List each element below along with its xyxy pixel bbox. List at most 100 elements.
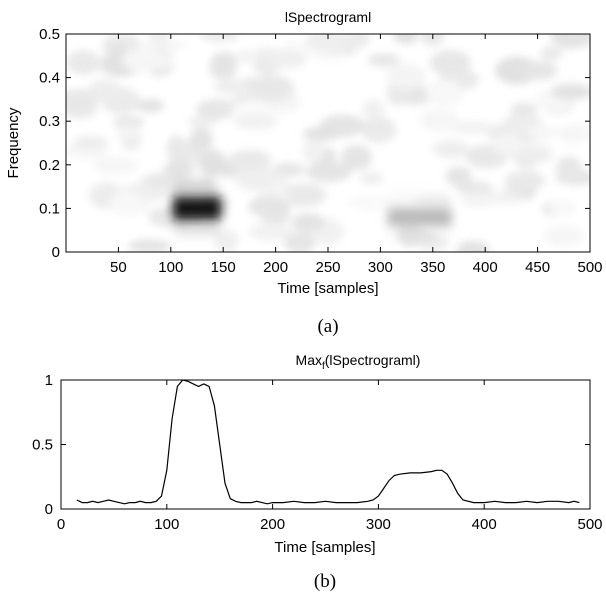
spectrogram-noise-blob	[360, 172, 383, 185]
spectrogram-noise-blob	[135, 98, 165, 113]
spectrogram-noise-blob	[456, 240, 490, 252]
spectrogram-noise-blob	[248, 222, 293, 241]
spectrogram-x-tick-label: 300	[368, 259, 393, 276]
spectrogram-x-label: Time [samples]	[277, 280, 378, 297]
max-title: Maxf(lSpectrograml)	[296, 352, 421, 372]
spectrogram-noise-blob	[393, 34, 419, 45]
spectrogram-noise-blob	[510, 102, 538, 116]
spectrogram-title: lSpectrograml	[285, 9, 371, 25]
spectrogram-noise-blob	[189, 128, 213, 151]
spectrogram-noise-blob	[340, 145, 372, 171]
spectrogram-noise-blob	[248, 195, 291, 217]
spectrogram-noise-blob	[234, 50, 260, 64]
spectrogram-noise-blob	[92, 156, 139, 175]
spectrogram-noise-blob	[419, 108, 460, 133]
spectrogram-y-tick-label: 0.5	[39, 26, 60, 43]
spectrogram-noise-blob	[87, 79, 123, 101]
max-y-tick-label: 0	[45, 501, 53, 518]
max-title-rest: (lSpectrograml)	[325, 352, 421, 368]
spectrogram-noise-blob	[555, 156, 583, 184]
spectrogram-x-tick-label: 500	[577, 259, 602, 276]
max-x-tick-label: 400	[472, 516, 497, 533]
spectrogram-x-tick-label: 200	[263, 259, 288, 276]
spectrogram-noise-blob	[550, 83, 590, 100]
spectrogram-noise-blob	[460, 193, 500, 208]
max-x-ticks: 0 100 200 300 400 500	[57, 380, 603, 533]
spectrogram-noise-blob	[117, 123, 139, 143]
spectrogram-noise-blob	[110, 191, 142, 217]
spectrogram-regions	[172, 181, 452, 243]
spectrogram-x-tick-label: 150	[211, 259, 236, 276]
spectrogram-x-tick-label: 50	[110, 259, 127, 276]
spectrogram-noise-blob	[494, 56, 539, 85]
max-series-line	[76, 379, 580, 505]
spectrogram-noise-blob	[198, 34, 240, 43]
spectrogram-noise-blob	[491, 133, 524, 155]
spectrogram-noise-blob	[213, 79, 250, 95]
spectrogram-noise-blob	[420, 34, 445, 46]
spectrogram-noise-blob	[540, 46, 563, 61]
spectrogram-region-halo-0	[174, 181, 220, 236]
spectrogram-x-tick-label: 100	[158, 259, 183, 276]
spectrogram-noise-blob	[305, 161, 352, 183]
spectrogram-noise-blob	[127, 239, 171, 252]
max-x-tick-label: 0	[57, 516, 65, 533]
spectrogram-region-halo-1	[389, 192, 450, 243]
max-axes-box	[60, 379, 591, 510]
spectrogram-noise-blob	[302, 138, 325, 163]
spectrogram-noise-blob	[137, 57, 177, 70]
spectrogram-noise-blob	[113, 116, 145, 129]
spectrogram-noise-blob	[347, 194, 393, 210]
spectrogram-noise-blob	[557, 123, 590, 144]
spectrogram-y-tick-label: 0.2	[39, 157, 60, 174]
spectrogram-noise-blob	[549, 199, 577, 217]
max-x-tick-label: 100	[154, 516, 179, 533]
max-y-tick-label: 0.5	[32, 437, 53, 454]
max-x-tick-label: 300	[366, 516, 391, 533]
spectrogram-noise-blob	[451, 120, 493, 135]
spectrogram-noise-blob	[504, 170, 546, 191]
spectrogram-x-tick-label: 350	[420, 259, 445, 276]
spectrogram-x-tick-label: 450	[525, 259, 550, 276]
spectrogram-x-tick-label: 250	[315, 259, 340, 276]
spectrogram-noise-blob	[233, 114, 278, 130]
spectrogram-noise-blob	[305, 34, 346, 52]
max-title-sub: f	[322, 361, 325, 372]
max-x-tick-label: 500	[577, 516, 602, 533]
spectrogram-noise-blob	[362, 99, 385, 119]
spectrogram-noise-blob	[291, 213, 326, 233]
max-x-label: Time [samples]	[274, 539, 375, 556]
spectrogram-noise-blob	[386, 63, 427, 90]
spectrogram-noise-blob	[234, 164, 276, 191]
spectrogram-noise-blob	[268, 49, 307, 69]
spectrogram-y-ticks: 0 0.1 0.2 0.3 0.4 0.5	[39, 26, 590, 261]
spectrogram-noise-blob	[227, 149, 272, 171]
spectrogram-noise-blob	[199, 149, 226, 177]
spectrogram-y-label: Frequency	[5, 107, 22, 178]
spectrogram-noise-blob	[214, 229, 239, 252]
max-title-main: Max	[296, 352, 322, 368]
spectrogram-noise-blob	[164, 159, 194, 179]
spectrogram-noise-blob	[72, 136, 109, 149]
caption-a: (a)	[317, 316, 338, 337]
max-x-tick-label: 200	[260, 516, 285, 533]
spectrogram-y-tick-label: 0.4	[39, 70, 60, 87]
spectrogram-noise-blob	[543, 224, 585, 248]
spectrogram-noise-blob	[525, 125, 559, 139]
spectrogram-y-tick-label: 0.3	[39, 113, 60, 130]
spectrogram-noise-blob	[432, 139, 470, 159]
spectrogram-noise-blob	[456, 181, 493, 196]
spectrogram-noise-blob	[272, 162, 305, 178]
spectrogram-noise-blob	[280, 183, 327, 207]
spectrogram-noise-blob	[522, 61, 558, 80]
spectrogram-noise-blob	[284, 231, 316, 252]
spectrogram-noise-blob	[208, 56, 238, 80]
max-spectrogram-chart: Maxf(lSpectrograml) 0 100 200 300 400 500 0 0.…	[32, 352, 602, 592]
spectrogram-noise-blob	[445, 166, 472, 186]
spectrogram-chart: lSpectrograml 50 100 150 200 250 300 350 400 450…	[5, 9, 603, 337]
spectrogram-image	[66, 34, 590, 252]
spectrogram-noise-blob	[248, 74, 295, 103]
spectrogram-noise-blob	[166, 135, 188, 163]
spectrogram-x-tick-label: 400	[473, 259, 498, 276]
